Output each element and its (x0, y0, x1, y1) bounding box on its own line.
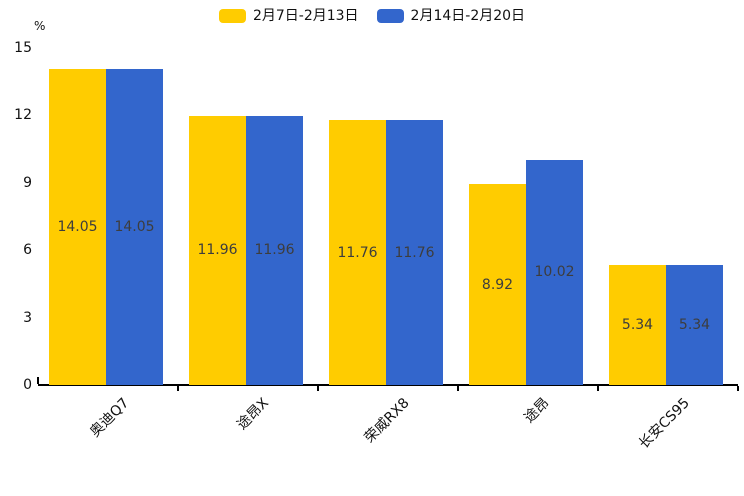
y-tick-label: 3 (23, 309, 32, 326)
y-tick-label: 15 (14, 39, 32, 56)
bar-value-label: 8.92 (481, 276, 514, 293)
legend-item-period1: 2月7日-2月13日 (218, 6, 359, 26)
bar-奥迪Q7-series1 (49, 68, 106, 385)
bar-荣威RX8-series1 (329, 120, 386, 385)
x-tick (317, 386, 319, 391)
x-tick (597, 386, 599, 391)
x-tick (177, 386, 179, 391)
bar-value-label: 11.96 (197, 242, 238, 259)
category-label: 途昂 (521, 395, 553, 427)
y-tick-label: 0 (23, 377, 32, 393)
bar-长安CS95-series1 (609, 264, 666, 385)
x-tick (737, 386, 739, 391)
category-label: 荣威RX8 (361, 395, 413, 447)
bar-途昂X-series2 (246, 115, 303, 385)
bar-value-label: 11.96 (254, 242, 295, 259)
bar-value-label: 11.76 (337, 244, 378, 261)
bar-value-label: 14.05 (114, 218, 155, 235)
x-axis-start-tick (37, 377, 39, 384)
bar-奥迪Q7-series2 (106, 68, 163, 385)
legend-label-period1: 2月7日-2月13日 (252, 8, 359, 24)
legend-swatch-period2-icon (376, 9, 404, 23)
y-tick-label: 9 (23, 174, 32, 191)
category-label: 长安CS95 (635, 395, 693, 453)
bar-途昂X-series1 (189, 115, 246, 385)
y-tick-label: 6 (23, 242, 32, 258)
bar-途昂-series1 (469, 184, 526, 385)
legend-label-period2: 2月14日-2月20日 (410, 8, 526, 24)
x-axis-line (38, 384, 738, 386)
legend-item-period2: 2月14日-2月20日 (376, 6, 526, 26)
y-axis-unit-label: % (34, 19, 46, 33)
bar-value-label: 10.02 (534, 264, 575, 281)
bar-长安CS95-series2 (666, 264, 723, 385)
category-label: 奥迪Q7 (87, 395, 133, 441)
bar-途昂-series2 (526, 159, 583, 385)
x-tick (457, 386, 459, 391)
bar-value-label: 5.34 (621, 316, 654, 333)
category-label: 途昂X (234, 395, 273, 434)
y-tick-label: 12 (14, 107, 32, 123)
legend-swatch-period1-icon (218, 9, 246, 23)
bar-value-label: 14.05 (57, 218, 98, 235)
chart-legend: 2月7日-2月13日 2月14日-2月20日 (0, 6, 744, 26)
bar-荣威RX8-series2 (386, 120, 443, 385)
bar-value-label: 5.34 (678, 316, 711, 333)
bar-value-label: 11.76 (394, 244, 435, 261)
